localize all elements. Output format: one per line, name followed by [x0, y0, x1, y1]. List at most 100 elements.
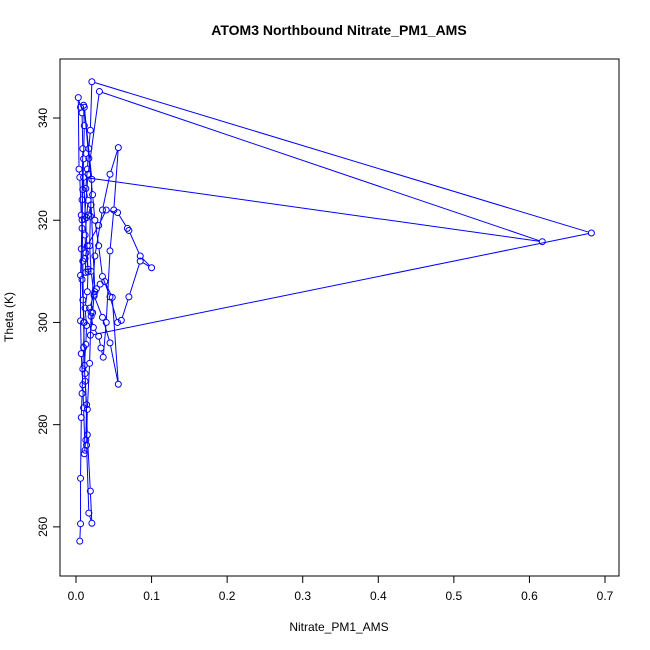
data-point [79, 186, 87, 194]
data-point [98, 313, 106, 321]
series-segment [88, 133, 91, 146]
data-point [102, 318, 110, 326]
data-point [88, 519, 96, 527]
x-tick-label: 0.6 [521, 589, 538, 603]
series-segment [77, 100, 80, 166]
data-point [106, 170, 114, 178]
data-point [81, 370, 89, 378]
series-segment [81, 202, 84, 258]
series-segment [86, 448, 90, 510]
series-segment [90, 494, 93, 521]
data-point [79, 296, 87, 304]
data-point [95, 221, 103, 229]
data-point [148, 264, 156, 272]
data-point [86, 331, 94, 339]
data-point [77, 520, 85, 528]
data-point [91, 288, 99, 296]
chart-title: ATOM3 Northbound Nitrate_PM1_AMS [211, 22, 466, 38]
y-tick-label: 280 [36, 414, 50, 434]
data-point [81, 377, 89, 385]
data-point [78, 389, 86, 397]
x-tick-label: 0.5 [446, 589, 463, 603]
x-tick-label: 0.3 [294, 589, 311, 603]
data-point [87, 201, 95, 209]
data-point [86, 126, 94, 134]
data-point [86, 304, 94, 312]
data-point [77, 474, 85, 482]
data-point [97, 344, 105, 352]
y-tick-label: 300 [36, 312, 50, 332]
data-point [78, 224, 86, 232]
series-segment [110, 299, 118, 320]
data-point [95, 332, 103, 340]
data-point [136, 257, 144, 265]
data-point [87, 308, 95, 316]
series-segment [81, 282, 84, 297]
series-segment [88, 207, 91, 213]
series-segment [98, 248, 103, 274]
data-point [87, 267, 95, 275]
series-segment [94, 298, 102, 315]
data-point [102, 206, 110, 214]
series-segment [80, 420, 82, 476]
data-point [82, 436, 90, 444]
x-tick-label: 0.7 [597, 589, 614, 603]
data-point [83, 431, 91, 439]
series-segment [142, 262, 150, 267]
data-point [78, 109, 86, 117]
series-segment [94, 213, 103, 253]
data-point [78, 276, 86, 284]
data-point [84, 268, 92, 276]
series-segment [88, 227, 98, 244]
data-point [78, 196, 86, 204]
x-tick-label: 0.1 [143, 589, 160, 603]
series-segment [109, 213, 114, 248]
data-point [83, 441, 91, 449]
data-point [110, 206, 118, 214]
series-segment [111, 300, 119, 382]
data-point [123, 224, 131, 232]
data-point [95, 242, 103, 250]
series-segment [98, 339, 101, 345]
data-point [80, 122, 88, 130]
series-segment [121, 299, 129, 318]
x-tick-label: 0.0 [68, 589, 85, 603]
series-segment [101, 350, 103, 355]
y-tick-label: 340 [36, 108, 50, 128]
data-point [90, 292, 98, 300]
data-point [82, 340, 90, 348]
series-segment [110, 150, 118, 172]
series-segment [113, 150, 119, 207]
data-point [98, 206, 106, 214]
data-point [89, 324, 97, 332]
series-segment [94, 82, 589, 233]
data-point [114, 380, 122, 388]
plot-frame [59, 58, 620, 577]
data-point [86, 359, 94, 367]
x-tick-label: 0.2 [219, 589, 236, 603]
data-point [83, 242, 91, 250]
data-point [117, 316, 125, 324]
data-point [80, 155, 88, 163]
data-point [80, 215, 88, 223]
data-point [76, 173, 84, 181]
series-segment [129, 264, 140, 294]
data-point [81, 446, 89, 454]
y-axis: 260 280 300 320 340 [36, 108, 60, 537]
data-point [96, 280, 104, 288]
data-point [82, 185, 90, 193]
data-point [125, 293, 133, 301]
series-segment [92, 297, 95, 310]
series-segment [78, 100, 81, 105]
series-segment [81, 116, 84, 146]
data-point [86, 487, 94, 495]
series-segment [102, 177, 110, 207]
series-segment [93, 233, 589, 336]
series-segment [88, 94, 100, 172]
data-point [88, 175, 96, 183]
data-point [74, 94, 82, 102]
series-segment [84, 177, 89, 217]
series-segment [83, 180, 89, 269]
data-point [98, 272, 106, 280]
